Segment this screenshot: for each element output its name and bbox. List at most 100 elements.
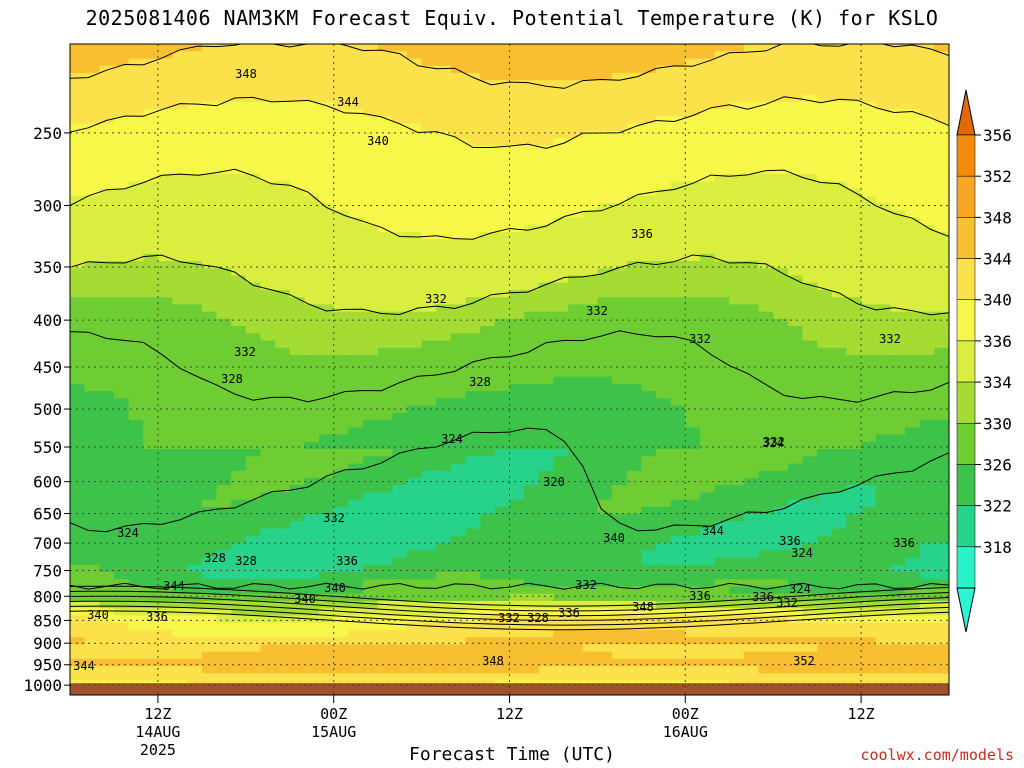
contour-label: 336 <box>631 227 653 241</box>
contour-label: 324 <box>789 582 811 596</box>
contour-label: 340 <box>294 592 316 606</box>
y-tick-label: 850 <box>33 611 62 630</box>
x-tick-label: 12Z <box>848 705 875 723</box>
contour-label: 328 <box>235 554 257 568</box>
chart-title: 2025081406 NAM3KM Forecast Equiv. Potent… <box>85 6 939 30</box>
contour-label: 336 <box>558 606 580 620</box>
y-tick-label: 750 <box>33 562 62 581</box>
y-tick-label: 700 <box>33 534 62 553</box>
x-tick-label: 15AUG <box>311 723 356 741</box>
x-tick-label: 00Z <box>320 705 347 723</box>
contour-label: 336 <box>146 610 168 624</box>
x-tick-label: 14AUG <box>135 723 180 741</box>
colorbar-swatch <box>956 546 976 589</box>
y-tick-label: 1000 <box>23 676 62 695</box>
y-tick-label: 600 <box>33 473 62 492</box>
colorbar-tick-label: 348 <box>983 208 1012 227</box>
y-tick-label: 350 <box>33 258 62 277</box>
contour-label: 344 <box>73 659 95 673</box>
inversion-contour <box>70 585 949 607</box>
y-tick-label: 550 <box>33 438 62 457</box>
colorbar-arrow-top <box>956 89 976 136</box>
contour-label: 344 <box>163 579 185 593</box>
colorbar-tick-label: 322 <box>983 497 1012 516</box>
contour-label: 320 <box>543 475 565 489</box>
contour-label: 332 <box>234 345 256 359</box>
grid-lines <box>69 43 950 696</box>
surface-band <box>70 683 949 695</box>
colorbar-swatch <box>956 299 976 342</box>
contour-label: 324 <box>791 546 813 560</box>
y-tick-label: 950 <box>33 656 62 675</box>
inversion-contour <box>70 605 949 626</box>
contour-label: 348 <box>632 600 654 614</box>
contour-label: 340 <box>603 531 625 545</box>
colorbar-tick-label: 356 <box>983 126 1012 145</box>
contour-label: 344 <box>337 95 359 109</box>
contour-label: 324 <box>117 526 139 540</box>
contour-label: 332 <box>763 435 785 449</box>
x-tick-label: 16AUG <box>663 723 708 741</box>
credit-link[interactable]: coolwx.com/models <box>860 746 1014 764</box>
contour-label: 336 <box>336 554 358 568</box>
x-axis-label: Forecast Time (UTC) <box>409 744 615 765</box>
contour-line-336 <box>70 254 949 316</box>
x-tick-label: 2025 <box>140 741 176 759</box>
contour-label: 340 <box>324 581 346 595</box>
contour-label: 352 <box>793 654 815 668</box>
contour-label: 324 <box>441 432 463 446</box>
colorbar-tick-label: 336 <box>983 332 1012 351</box>
contour-label: 348 <box>482 654 504 668</box>
contour-label: 336 <box>779 534 801 548</box>
plot-area <box>70 44 949 695</box>
contour-label: 332 <box>586 304 608 318</box>
colorbar: 356 352 348 344 340 336 334 330 326 322 318 <box>956 89 1012 633</box>
contour-label: 340 <box>87 608 109 622</box>
contour-label: 328 <box>527 611 549 625</box>
inversion-contour <box>70 590 949 612</box>
contour-label: 332 <box>776 596 798 610</box>
contour-label: 340 <box>367 134 389 148</box>
x-tick-label: 00Z <box>672 705 699 723</box>
y-tick-label: 300 <box>33 197 62 216</box>
contour-line-348 <box>70 44 949 89</box>
x-tick-label: 12Z <box>496 705 523 723</box>
contour-label: 328 <box>204 551 226 565</box>
y-tick-label: 900 <box>33 634 62 653</box>
contour-line-324 <box>70 582 949 590</box>
y-tick-label: 450 <box>33 358 62 377</box>
colorbar-tick-label: 326 <box>983 455 1012 474</box>
colorbar-swatch <box>956 134 976 177</box>
colorbar-tick-label: 334 <box>983 373 1012 392</box>
y-tick-label: 400 <box>33 311 62 330</box>
contour-label: 324 <box>762 436 784 450</box>
colorbar-swatch <box>956 381 976 424</box>
colorbar-swatch <box>956 258 976 300</box>
contour-label: 328 <box>221 372 243 386</box>
y-tick-label: 650 <box>33 505 62 524</box>
contour-label: 344 <box>702 524 724 538</box>
contour-line-328 <box>70 427 949 533</box>
contour-line-340 <box>70 168 949 240</box>
colorbar-tick-label: 344 <box>983 250 1012 269</box>
inversion-contour <box>70 600 949 621</box>
colorbar-arrow-bottom <box>956 587 976 633</box>
y-tick-label: 250 <box>33 124 62 143</box>
contour-label: 332 <box>498 611 520 625</box>
colorbar-swatch <box>956 423 976 465</box>
colorbar-tick-label: 330 <box>983 414 1012 433</box>
y-axis: 250 300 350 400 450 500 550 600 650 700 750 800 850 9… <box>23 124 70 695</box>
contour-label: 336 <box>689 589 711 603</box>
contour-label: 348 <box>235 67 257 81</box>
contour-label: 332 <box>323 511 345 525</box>
colorbar-swatch <box>956 505 976 548</box>
inversion-contour <box>70 610 949 631</box>
colorbar-tick-label: 340 <box>983 291 1012 310</box>
colorbar-tick-label: 352 <box>983 167 1012 186</box>
contour-label: 332 <box>425 292 447 306</box>
y-tick-label: 800 <box>33 587 62 606</box>
contour-label: 332 <box>575 578 597 592</box>
